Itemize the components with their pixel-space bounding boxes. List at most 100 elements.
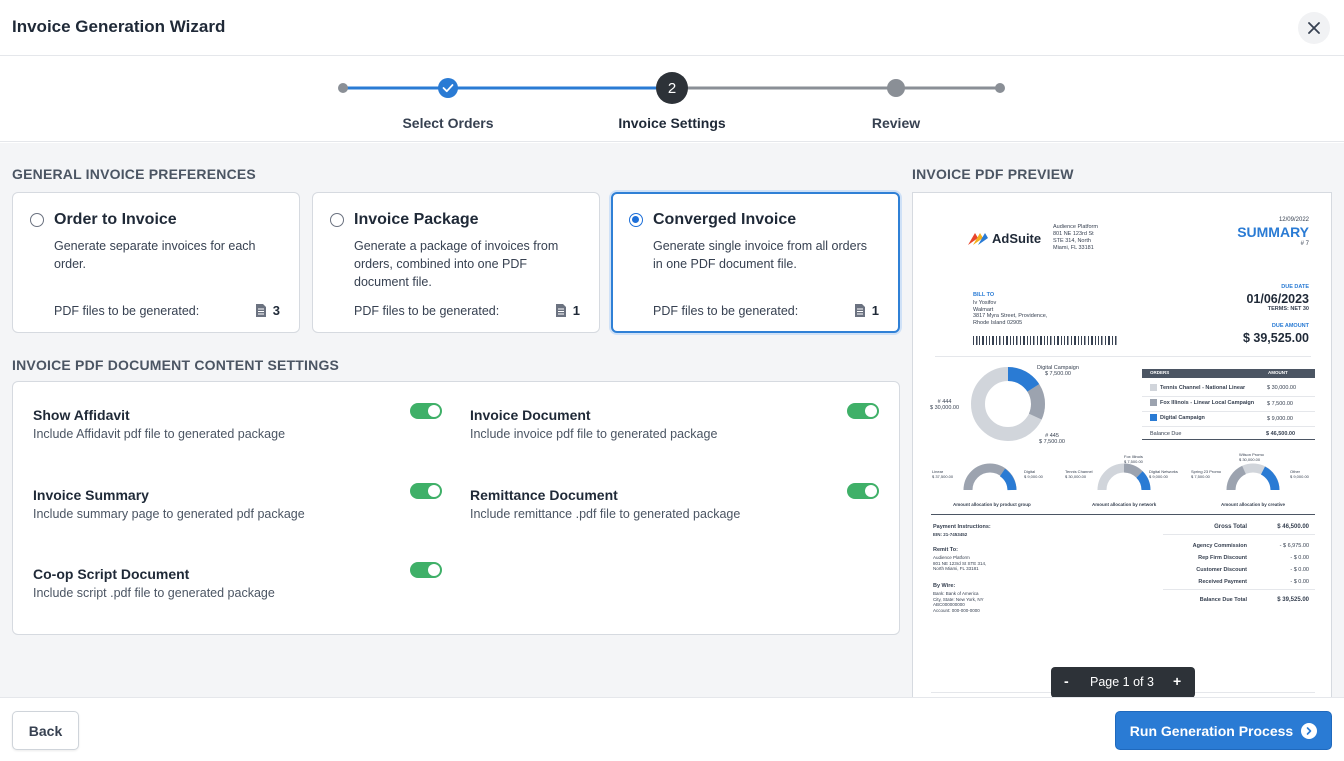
toggle-invoice-document[interactable] (847, 403, 879, 419)
close-button[interactable] (1298, 12, 1330, 44)
value: $ 37,500.00 (932, 474, 954, 479)
files-count: 3 (255, 303, 280, 318)
due-date-label: DUE DATE (1281, 284, 1309, 290)
chart-label-right: Other $ 9,000.00 (1290, 469, 1309, 479)
amount-header: AMOUNT (1268, 370, 1288, 375)
ein: EIN: 21-7453452 (933, 532, 968, 537)
chart-label-top: Wilson Promo $ 30,000.00 (1239, 452, 1264, 462)
donut-label-left: # 444 $ 30,000.00 (930, 399, 959, 411)
setting-description: Include summary page to generated pdf pa… (33, 507, 305, 521)
option-order-to-invoice[interactable]: Order to Invoice Generate separate invoi… (12, 192, 300, 333)
label: Fox Illinois (1124, 454, 1143, 459)
divider (1163, 534, 1315, 535)
setting-name: Remittance Document (470, 487, 618, 503)
radio-button[interactable] (30, 213, 44, 227)
option-description: Generate single invoice from all orders … (653, 239, 867, 271)
wizard-title: Invoice Generation Wizard (12, 17, 226, 36)
toggle-invoice-summary[interactable] (410, 483, 442, 499)
order-row-amount: $ 9,000.00 (1267, 416, 1293, 422)
files-count-value: 3 (272, 303, 280, 318)
run-generation-button[interactable]: Run Generation Process (1115, 711, 1332, 750)
label: # 445 (1045, 433, 1059, 439)
files-label: PDF files to be generated: (54, 304, 200, 318)
step-complete-icon (438, 78, 458, 98)
back-button[interactable]: Back (12, 711, 79, 750)
files-label: PDF files to be generated: (653, 304, 799, 318)
wire-line: Bank: Bank of America (933, 591, 979, 596)
bill-to-line: Rhode Island 02905 (973, 319, 1023, 326)
label: Spring 23 Promo (1191, 469, 1222, 474)
step-select-orders[interactable]: Select Orders (402, 115, 494, 131)
total-value: $ 39,525.00 (1277, 597, 1309, 603)
next-page-button[interactable]: + (1173, 673, 1182, 689)
barcode-icon (973, 336, 1117, 345)
creative-chart (1226, 463, 1280, 491)
chart-label-left: Tennis Channel $ 30,000.00 (1065, 469, 1093, 479)
bill-to-label: BILL TO (973, 292, 995, 298)
value: $ 30,000.00 (930, 405, 960, 411)
step-review[interactable]: Review (871, 115, 921, 131)
remit-line: Audience Platform (933, 555, 970, 560)
setting-coop-script-document: Co-op Script Document Include script .pd… (33, 566, 453, 600)
value: $ 30,000.00 (1239, 457, 1261, 462)
balance-due-label: Balance Due (1150, 431, 1182, 437)
value: $ 9,000.00 (1149, 474, 1168, 479)
stepper-track (338, 78, 1005, 98)
company-address: Audience Platform 801 NE 123rd St STE 31… (1053, 224, 1098, 252)
logo-text: AdSuite (992, 231, 1042, 246)
value: $ 7,500.00 (1124, 459, 1143, 464)
toggle-remittance-document[interactable] (847, 483, 879, 499)
total-label: Agency Commission (1192, 543, 1247, 549)
donut-label-top: Digital Campaign $ 7,500.00 (1037, 365, 1079, 377)
invoice-date: 12/09/2022 (1278, 217, 1309, 223)
address-line: 801 NE 123rd St (1053, 231, 1094, 237)
chart-label-left: Linear $ 37,500.00 (932, 469, 953, 479)
due-date: 01/06/2023 (1246, 292, 1309, 306)
chart-label-right: Digital $ 9,000.00 (1024, 469, 1043, 479)
orders-table-header (1142, 369, 1315, 378)
run-generation-label: Run Generation Process (1129, 722, 1294, 739)
total-value: - $ 0.00 (1290, 555, 1309, 561)
chart-caption: Amount allocation by creative (1221, 502, 1286, 507)
option-invoice-package[interactable]: Invoice Package Generate a package of in… (312, 192, 600, 333)
close-icon (1308, 22, 1320, 34)
bill-to-line: 3817 Myra Street, Providence, (973, 313, 1048, 319)
label: Tennis Channel (1065, 469, 1093, 474)
step-invoice-settings[interactable]: Invoice Settings (618, 115, 726, 131)
product-group-chart (963, 463, 1017, 491)
donut-label-bottom: # 445 $ 7,500.00 (1039, 433, 1065, 445)
adsuite-logo-icon (968, 233, 988, 245)
page-indicator: Page 1 of 3 (1090, 675, 1154, 689)
label: Digital Campaign (1037, 365, 1079, 371)
toggle-show-affidavit[interactable] (410, 403, 442, 419)
value: $ 30,000.00 (1065, 474, 1087, 479)
chart-label-left: Spring 23 Promo $ 7,500.00 (1191, 469, 1221, 479)
radio-button[interactable] (629, 213, 643, 227)
remit-to-label: Remit To: (933, 547, 958, 553)
divider (931, 514, 1315, 515)
remit-to-address: Audience Platform 801 NE 123rd St STE 31… (933, 555, 986, 572)
radio-button[interactable] (330, 213, 344, 227)
remit-line: North Miami, FL 33181 (933, 566, 979, 571)
legend-swatch (1150, 399, 1157, 406)
files-count: 1 (854, 303, 879, 318)
summary-title: SUMMARY (1237, 224, 1309, 240)
chart-label-right: Digital Networks $ 9,000.00 (1149, 469, 1178, 479)
label: Linear (932, 469, 944, 474)
option-converged-invoice[interactable]: Converged Invoice Generate single invoic… (611, 192, 900, 333)
order-row-name: Tennis Channel - National Linear (1160, 385, 1246, 391)
by-wire-label: By Wire: (933, 583, 956, 589)
total-label: Rep Firm Discount (1198, 555, 1247, 561)
document-icon (854, 304, 865, 317)
wire-line: City, State: New York, NY (933, 596, 984, 602)
files-count-value: 1 (572, 303, 580, 318)
toggle-coop-script-document[interactable] (410, 562, 442, 578)
due-amount-label: DUE AMOUNT (1271, 323, 1309, 329)
prev-page-button[interactable]: - (1064, 673, 1069, 689)
wire-line: ABC000000000 (933, 602, 965, 607)
total-label: Received Payment (1198, 579, 1247, 585)
setting-name: Invoice Document (470, 407, 591, 423)
wizard-footer: Back Run Generation Process (0, 697, 1344, 761)
pdf-preview[interactable]: AdSuite Audience Platform 801 NE 123rd S… (912, 192, 1332, 697)
files-count: 1 (555, 303, 580, 318)
